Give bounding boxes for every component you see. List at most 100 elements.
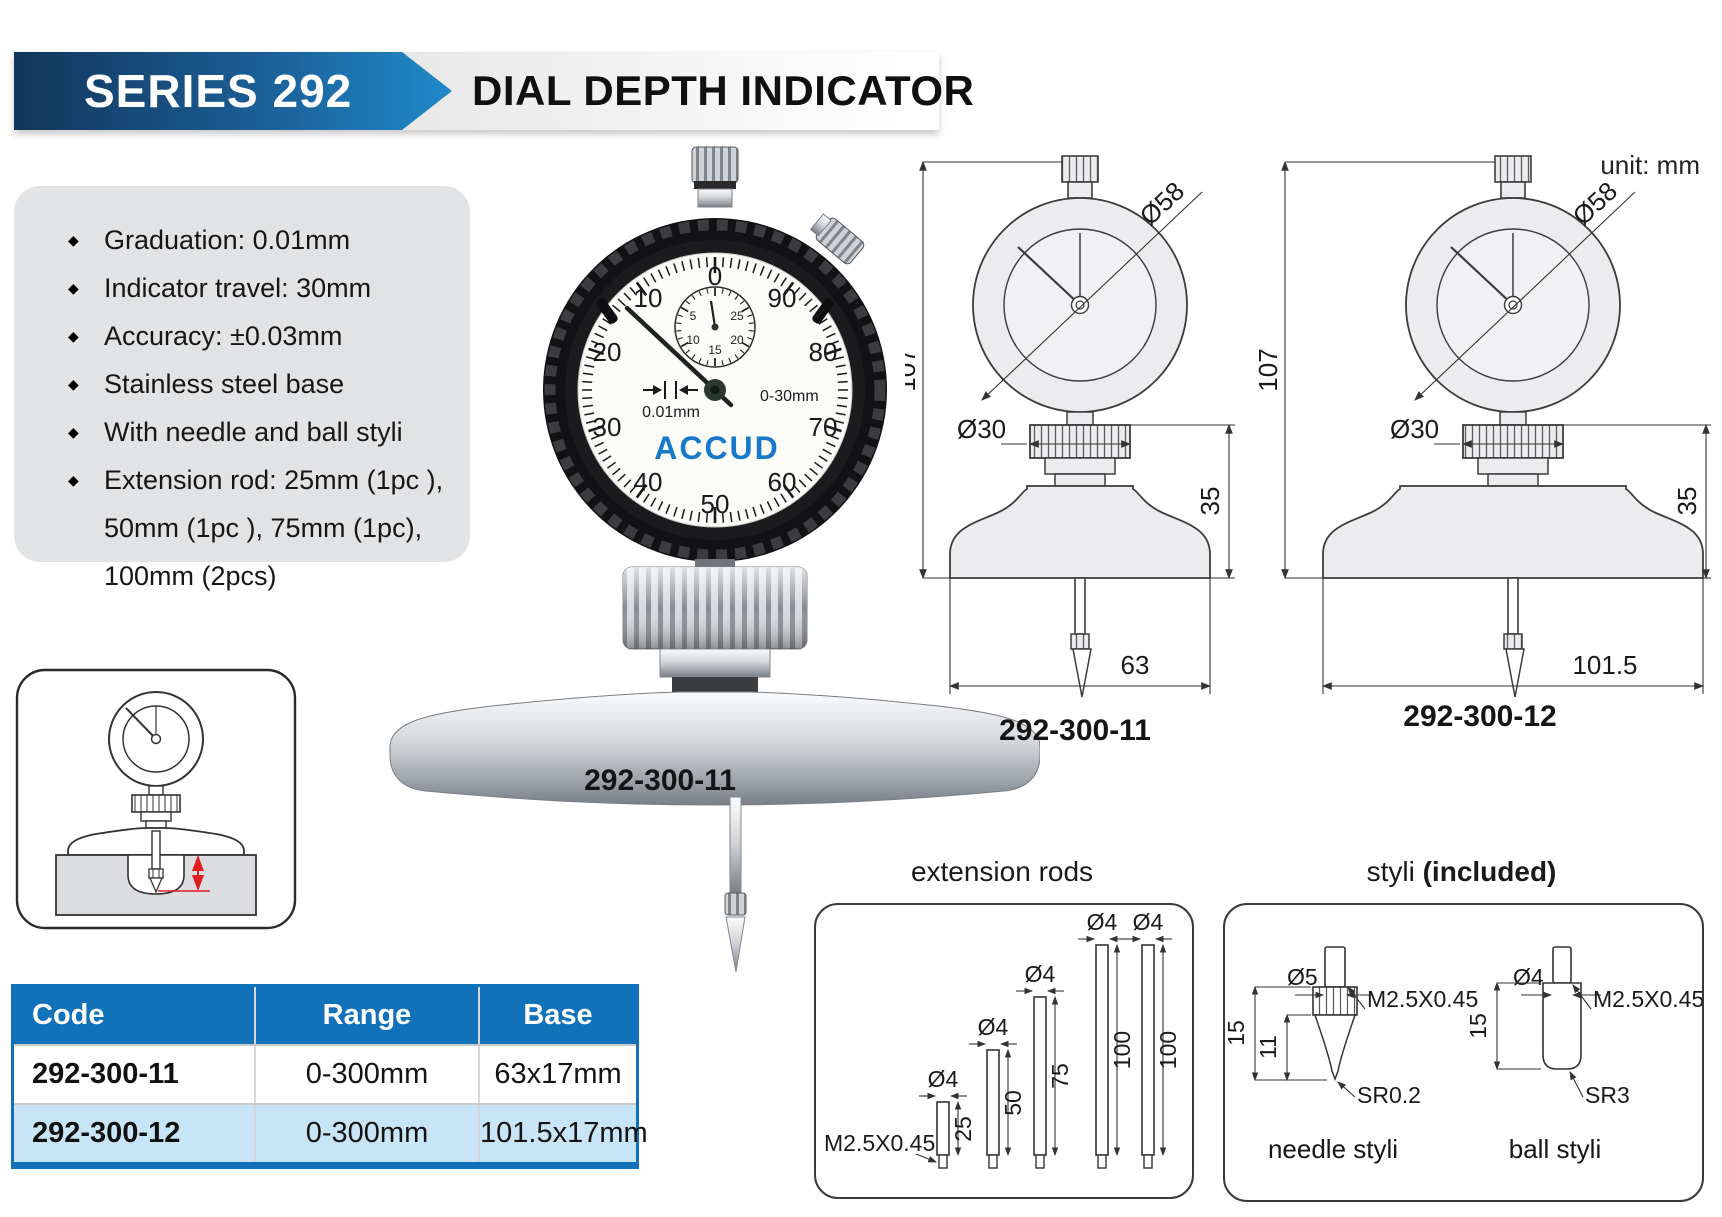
probe-rod (1074, 577, 1086, 635)
crown-stem (1500, 181, 1526, 199)
side-knob (809, 213, 865, 265)
rod-100: Ø4 100 (1124, 909, 1181, 1169)
tick-mark (818, 455, 828, 462)
tick-mark (814, 461, 824, 469)
tick-mark (747, 314, 753, 318)
tick-mark (582, 380, 593, 384)
tick-mark (698, 291, 702, 297)
tick-mark (685, 349, 691, 354)
tick-mark (691, 354, 696, 359)
stylus-sublength: 11 (1255, 1035, 1281, 1059)
range-text: 0-30mm (760, 388, 819, 405)
svg-text:60: 60 (768, 467, 797, 497)
tick-mark (822, 325, 832, 332)
tick-mark (739, 349, 745, 354)
rod-diameter: Ø4 (928, 1066, 959, 1092)
tick-mark (582, 372, 594, 376)
tick-mark (734, 354, 739, 359)
tick-mark (705, 512, 709, 523)
subdial-hub (711, 323, 719, 331)
crown-stem (1067, 181, 1093, 199)
feature-item: ◆ Stainless steel base (66, 360, 476, 408)
tick-mark (759, 504, 765, 514)
rod-length: 75 (1047, 1063, 1073, 1089)
tick-mark (825, 332, 836, 339)
probe-knurl (148, 868, 164, 879)
stylus-thread: M2.5X0.45 (1593, 986, 1702, 1012)
tick-mark (773, 273, 780, 283)
svg-text:70: 70 (809, 412, 838, 442)
probe-rod (151, 830, 161, 870)
tick-mark (635, 483, 648, 499)
svg-text:10: 10 (686, 333, 700, 347)
tick-mark (782, 281, 795, 297)
series-label: SERIES 292 (84, 65, 353, 117)
tick-mark (586, 356, 597, 361)
tick-mark (697, 511, 701, 523)
tick-mark (837, 380, 848, 384)
tick-mark (825, 441, 836, 448)
nut (1029, 424, 1131, 459)
base (949, 485, 1211, 579)
tick-mark (782, 483, 795, 499)
tick-mark (617, 473, 626, 482)
probe-knurl (1070, 633, 1090, 650)
rod-diameter: Ø4 (1087, 909, 1118, 935)
header-range: Range (254, 987, 478, 1044)
tick-mark (829, 340, 839, 346)
crown-knurl (1061, 155, 1099, 183)
clamp-nut-shine (623, 567, 807, 649)
crown-knurl (1494, 155, 1532, 183)
stylus-tip-radius: SR0.2 (1357, 1082, 1421, 1108)
graduation-text: 0.01mm (642, 404, 700, 421)
svg-text:10: 10 (634, 283, 663, 313)
diamond-bullet-icon: ◆ (68, 232, 79, 248)
tick-mark (635, 281, 648, 297)
tick-mark (705, 257, 709, 268)
dim-base-height: 35 (1672, 487, 1702, 516)
step (145, 820, 167, 829)
tick-mark (747, 336, 753, 340)
hub (1508, 300, 1518, 310)
gauge-needle (125, 707, 157, 740)
drawing-12-label: 292-300-12 (1403, 700, 1557, 733)
diamond-bullet-icon: ◆ (68, 472, 79, 488)
ball-stylus-caption: ball styli (1509, 1134, 1601, 1164)
gauge-hub (150, 733, 162, 745)
table-header-row: Code Range Base (14, 987, 636, 1044)
tick-mark (809, 304, 818, 313)
step (1477, 457, 1549, 475)
tick-mark (825, 424, 842, 433)
tick-mark (792, 484, 801, 493)
rod-diameter: Ø4 (978, 1014, 1009, 1040)
tick-mark (825, 347, 842, 356)
tick-mark (588, 424, 605, 433)
subdial-ticks (676, 288, 754, 366)
usage-diagram (15, 668, 297, 930)
extension-rods-title: extension rods (910, 856, 1094, 887)
thread-label: M2.5X0.45 (824, 1130, 935, 1156)
table-row: 292-300-11 0-300mm 63x17mm (14, 1044, 636, 1103)
svg-text:0: 0 (708, 261, 722, 291)
tick-mark (706, 288, 709, 294)
tick-mark (721, 288, 724, 294)
probe-tip (149, 877, 163, 894)
diamond-bullet-icon: ◆ (68, 328, 79, 344)
rod-50: Ø4 50 (969, 1014, 1026, 1169)
tick-mark (594, 332, 605, 339)
tick-mark (584, 412, 595, 416)
styli-drawing: Ø5 M2.5X0.45 15 11 SR0.2 needle styli Ø4… (1225, 946, 1702, 1164)
dim-height: 107 (1253, 348, 1283, 391)
limit-tab (812, 298, 834, 324)
dim-nut-diameter: Ø30 (957, 414, 1006, 444)
tick-mark (617, 298, 626, 307)
tick-mark (586, 419, 597, 424)
probe-tip (1505, 648, 1525, 698)
nut (1462, 424, 1564, 459)
svg-text:80: 80 (809, 337, 838, 367)
crown-stem (697, 188, 733, 208)
tick-mark (665, 266, 671, 276)
dim-nut-diameter: Ø30 (1390, 414, 1439, 444)
drawing-11-label: 292-300-11 (999, 714, 1151, 747)
tick-mark (650, 497, 657, 507)
